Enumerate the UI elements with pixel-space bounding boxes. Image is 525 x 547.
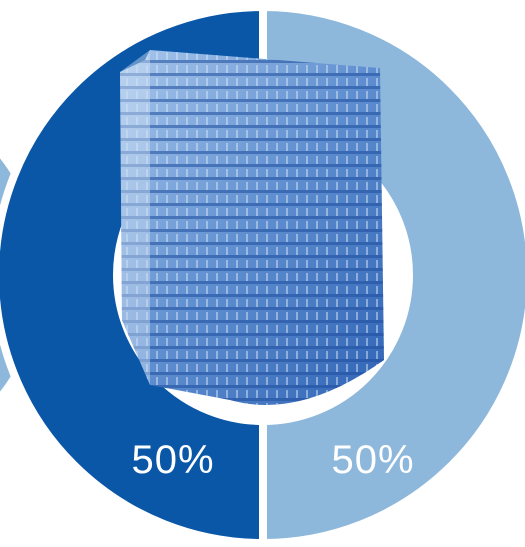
building-image bbox=[120, 50, 384, 405]
value-label: 50% bbox=[131, 438, 214, 482]
value-label: 50% bbox=[331, 438, 414, 482]
